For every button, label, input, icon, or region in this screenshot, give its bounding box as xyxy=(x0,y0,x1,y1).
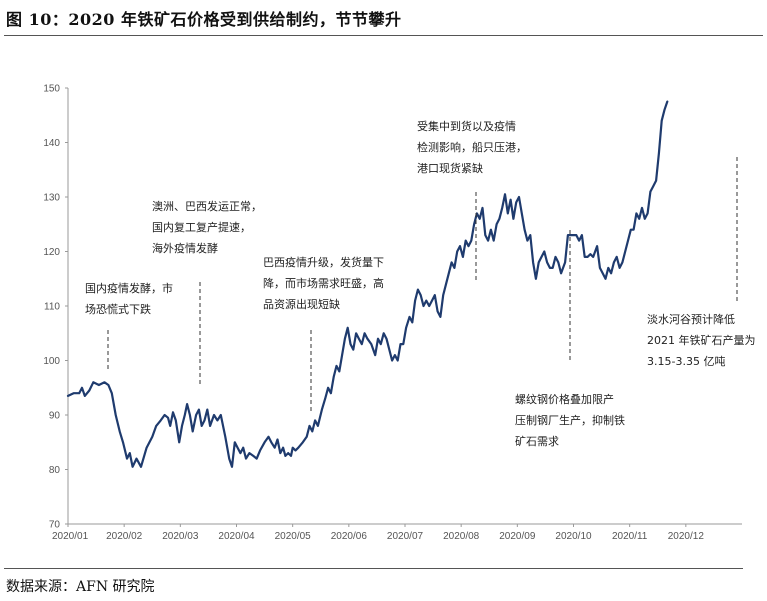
y-tick-label: 80 xyxy=(49,465,61,476)
y-tick-label: 140 xyxy=(43,138,60,149)
x-tick-label: 2020/02 xyxy=(106,531,143,542)
x-tick-label: 2020/04 xyxy=(218,531,255,542)
y-tick-label: 100 xyxy=(43,356,60,367)
x-tick-label: 2020/11 xyxy=(612,531,648,542)
annotation-text-line: 场恐慌式下跌 xyxy=(85,302,151,316)
chart-axes: 70 80 90 100 110 120 130 140 150 2020/01 2020/02 20… xyxy=(43,84,742,542)
annotation-text-line: 澳洲、巴西发运正常， xyxy=(152,199,262,213)
annotation-text-line: 螺纹钢价格叠加限产 xyxy=(515,392,614,406)
annotation-text-line: 3.15-3.35 亿吨 xyxy=(647,355,725,368)
annotation-text-line: 受集中到货以及疫情 xyxy=(417,119,516,133)
annotation-text-line: 降，而市场需求旺盛，高 xyxy=(263,276,384,290)
top-rule xyxy=(4,35,763,36)
annotation-text-line: 淡水河谷预计降低 xyxy=(647,312,735,326)
x-tick-label: 2020/03 xyxy=(162,531,199,542)
x-tick-label: 2020/01 xyxy=(52,531,89,542)
y-tick-label: 120 xyxy=(43,247,60,258)
x-tick-label: 2020/10 xyxy=(555,531,592,542)
x-tick-label: 2020/06 xyxy=(331,531,368,542)
x-tick-label: 2020/09 xyxy=(499,531,536,542)
x-tick-label: 2020/07 xyxy=(387,531,424,542)
annotation-6: 淡水河谷预计降低 2021 年铁矿石产量为 3.15-3.35 亿吨 xyxy=(647,157,756,368)
annotation-text-line: 矿石需求 xyxy=(515,435,559,448)
y-tick-label: 70 xyxy=(49,520,61,531)
annotation-text-line: 压制钢厂生产，抑制铁 xyxy=(515,413,625,427)
y-tick-label: 130 xyxy=(43,193,60,204)
y-tick-label: 110 xyxy=(44,302,60,313)
bottom-rule xyxy=(4,568,743,569)
price-line-layer xyxy=(66,100,669,468)
source-note: 数据来源：AFN 研究院 xyxy=(6,579,155,595)
annotation-2: 澳洲、巴西发运正常， 国内复工复产提速， 海外疫情发酵 xyxy=(152,199,262,385)
annotation-text-line: 海外疫情发酵 xyxy=(152,241,218,255)
y-tick-label: 90 xyxy=(49,411,61,422)
annotation-text-line: 巴西疫情升级，发货量下 xyxy=(263,255,384,269)
annotation-text-line: 2021 年铁矿石产量为 xyxy=(647,333,756,347)
annotation-text-line: 品资源出现短缺 xyxy=(263,297,340,311)
figure-title: 图 10：2020 年铁矿石价格受到供给制约，节节攀升 xyxy=(6,10,402,29)
x-tick-label: 2020/08 xyxy=(443,531,480,542)
x-tick-label: 2020/05 xyxy=(275,531,312,542)
annotation-text-line: 港口现货紧缺 xyxy=(417,161,483,175)
annotation-text-line: 国内疫情发酵，市 xyxy=(85,281,173,295)
y-tick-label: 150 xyxy=(43,84,60,95)
x-tick-label: 2020/12 xyxy=(668,531,705,542)
annotation-text-line: 国内复工复产提速， xyxy=(152,220,251,234)
price-series-line xyxy=(66,100,669,468)
annotation-text-line: 检测影响，船只压港， xyxy=(417,140,527,154)
